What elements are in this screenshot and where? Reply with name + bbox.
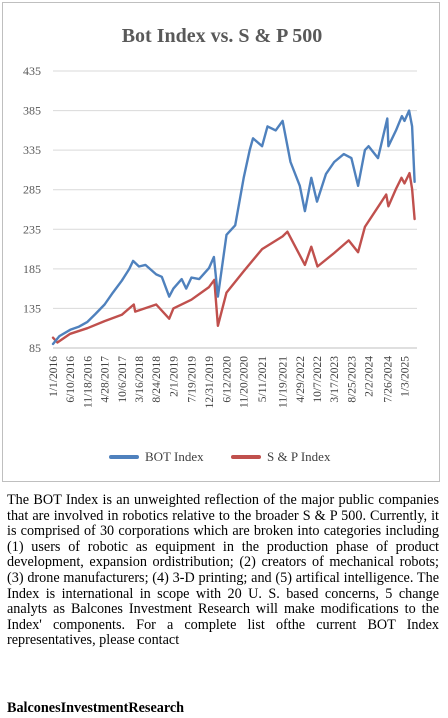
y-tick-label: 85 [29, 341, 41, 355]
legend-label-sp: S & P Index [267, 449, 331, 464]
series-line-bot-index [51, 109, 416, 346]
chart-title: Bot Index vs. S & P 500 [121, 25, 323, 47]
description-block: The BOT Index is an unweighted reflectio… [7, 492, 439, 649]
x-tick-label: 10/6/2017 [117, 356, 129, 403]
chart-container: 85 135 185 235 285 335 385 435 1/1/2016 6/10/2016… [2, 2, 440, 482]
x-tick-label: 5/11/2021 [257, 356, 269, 402]
y-tick-label: 285 [23, 183, 41, 197]
line-chart: 85 135 185 235 285 335 385 435 1/1/2016 6/10/2016… [23, 64, 417, 409]
x-tick-label: 4/28/2017 [100, 356, 112, 403]
x-tick-label: 4/29/2022 [295, 356, 307, 403]
x-tick-label: 11/19/2021 [278, 356, 290, 408]
contact-name: BalconesInvestmentResearch [7, 700, 185, 716]
description-text: The BOT Index is an unweighted reflectio… [7, 492, 439, 649]
x-tick-label: 10/7/2022 [312, 356, 324, 403]
x-tick-label: 7/26/2024 [382, 356, 394, 403]
x-tick-label: 11/20/2020 [239, 356, 251, 408]
legend-swatch-sp [231, 455, 261, 459]
legend-swatch-bot [109, 455, 139, 459]
y-tick-label: 135 [23, 301, 41, 315]
x-tick-label: 3/17/2023 [329, 356, 341, 403]
x-tick-label: 7/19/2019 [186, 356, 198, 403]
legend-item-bot: BOT Index [109, 449, 204, 465]
x-tick-label: 1/1/2016 [48, 356, 60, 397]
x-tick-label: 8/25/2023 [346, 356, 358, 403]
y-tick-label: 235 [23, 222, 41, 236]
y-tick-label: 435 [23, 64, 41, 78]
y-tick-label: 385 [23, 104, 41, 118]
x-tick-label: 6/12/2020 [222, 356, 234, 403]
x-tick-label: 8/24/2018 [151, 356, 163, 403]
legend-item-sp: S & P Index [231, 449, 330, 465]
x-tick-label: 12/31/2019 [204, 356, 216, 409]
x-tick-label: 2/1/2019 [168, 356, 180, 397]
y-tick-label: 335 [23, 143, 41, 157]
x-tick-label: 6/10/2016 [65, 356, 77, 403]
legend-label-bot: BOT Index [145, 449, 204, 464]
x-tick-label: 11/18/2016 [82, 356, 94, 408]
x-tick-label: 3/16/2018 [134, 356, 146, 403]
y-tick-label: 185 [23, 262, 41, 276]
series-line-sp-index [51, 171, 416, 344]
x-tick-label: 2/2/2024 [364, 356, 376, 397]
x-tick-label: 1/3/2025 [399, 356, 411, 397]
